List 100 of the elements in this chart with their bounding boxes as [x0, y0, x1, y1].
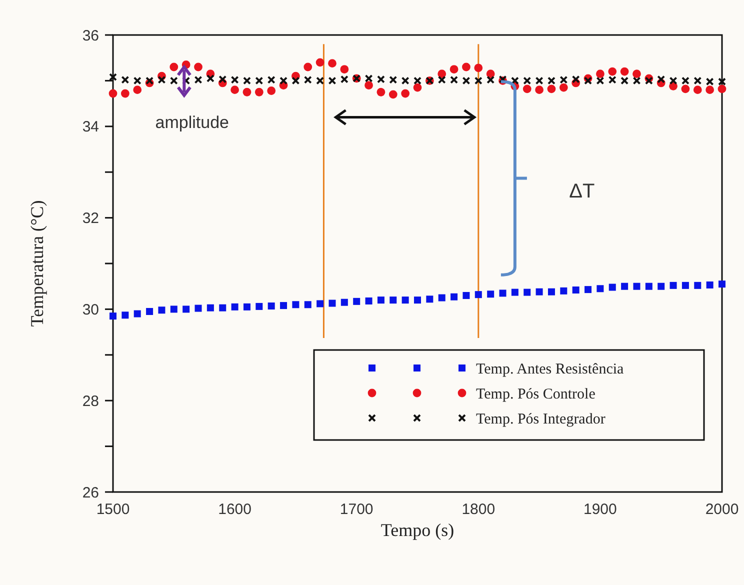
- point: [401, 89, 410, 98]
- point: [219, 304, 226, 312]
- point: [620, 67, 629, 76]
- point: [511, 288, 518, 296]
- point: [304, 76, 312, 84]
- point: [438, 76, 446, 84]
- y-tick-label: 36: [82, 27, 99, 44]
- point: [413, 83, 422, 92]
- point: [658, 282, 665, 290]
- point: [450, 76, 458, 84]
- point: [462, 62, 470, 72]
- point: [693, 86, 702, 94]
- point: [316, 76, 324, 85]
- point: [304, 301, 312, 308]
- point: [522, 84, 532, 94]
- point: [401, 76, 410, 85]
- point: [121, 76, 130, 84]
- point: [218, 75, 227, 84]
- point: [133, 86, 142, 94]
- point: [206, 74, 214, 82]
- point: [230, 86, 239, 94]
- point: [109, 73, 117, 82]
- point: [499, 290, 506, 297]
- point: [353, 298, 360, 305]
- point: [389, 76, 398, 84]
- point: [706, 281, 714, 288]
- y-tick-label: 28: [82, 392, 99, 410]
- legend-label: Temp. Pós Integrador: [476, 411, 606, 428]
- point: [340, 298, 348, 306]
- point: [158, 76, 166, 84]
- point: [438, 294, 446, 302]
- point: [535, 76, 544, 85]
- point: [657, 75, 666, 84]
- annotation: ΔT: [569, 180, 595, 202]
- point: [645, 282, 652, 290]
- point: [304, 62, 312, 72]
- point: [268, 302, 275, 310]
- point: [644, 76, 653, 85]
- point: [364, 81, 373, 90]
- point: [340, 75, 348, 84]
- point: [365, 297, 372, 304]
- point: [438, 70, 446, 78]
- point: [486, 70, 495, 78]
- point: [462, 76, 470, 85]
- point: [182, 306, 190, 313]
- point: [706, 86, 714, 94]
- point: [146, 76, 154, 85]
- point: [414, 76, 422, 85]
- point: [694, 76, 702, 85]
- point: [364, 74, 373, 82]
- point: [560, 76, 568, 84]
- point: [194, 76, 202, 84]
- point: [524, 288, 531, 296]
- point: [146, 308, 154, 315]
- point: [572, 75, 580, 84]
- point: [377, 296, 384, 304]
- point: [548, 288, 555, 296]
- point: [316, 300, 324, 308]
- point: [681, 84, 690, 94]
- legend-label: Temp. Antes Resistência: [476, 361, 624, 378]
- annotation: amplitude: [155, 112, 230, 132]
- point: [523, 76, 532, 85]
- point: [170, 306, 178, 313]
- point: [669, 82, 678, 90]
- point: [255, 76, 264, 85]
- point: [133, 76, 142, 85]
- point: [426, 296, 434, 303]
- point: [402, 296, 409, 304]
- point: [390, 296, 397, 304]
- point: [316, 58, 324, 67]
- point: [596, 70, 604, 78]
- point: [608, 76, 616, 84]
- point: [547, 84, 556, 94]
- point: [572, 286, 580, 294]
- point: [280, 76, 288, 85]
- point: [694, 282, 702, 289]
- point: [620, 76, 629, 85]
- point: [632, 76, 641, 85]
- point: [510, 76, 519, 85]
- point: [194, 62, 202, 72]
- point: [206, 304, 214, 312]
- point: [474, 76, 482, 85]
- x-tick-label: 1800: [462, 501, 496, 518]
- point: [486, 76, 495, 84]
- point: [242, 76, 251, 85]
- point: [194, 304, 202, 312]
- point: [170, 76, 178, 85]
- point: [450, 65, 458, 74]
- point: [718, 78, 726, 86]
- point: [267, 86, 276, 95]
- point: [122, 312, 129, 319]
- point: [547, 76, 556, 85]
- point: [230, 76, 239, 84]
- point: [376, 75, 385, 84]
- x-tick-label: 1900: [584, 501, 617, 518]
- point: [328, 76, 336, 85]
- point: [596, 285, 604, 292]
- point: [608, 67, 617, 76]
- point: [718, 84, 726, 94]
- point: [292, 301, 300, 308]
